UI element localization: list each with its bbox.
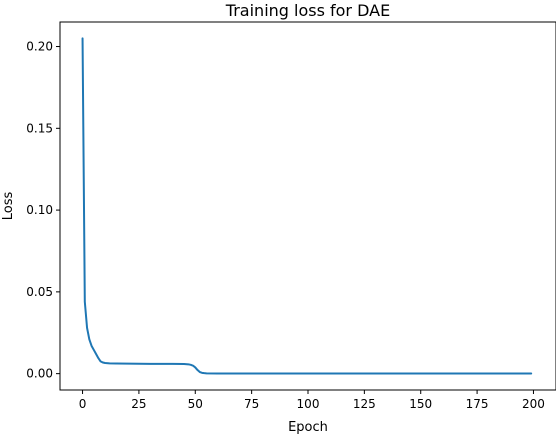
x-axis-title: Epoch — [288, 420, 328, 435]
loss-series-line — [81, 37, 533, 375]
plot-frame — [59, 21, 556, 391]
y-tick-label: 0.10 — [26, 203, 53, 217]
x-axis: 0 25 50 75 100 125 150 175 200 — [79, 390, 545, 411]
x-tick-label: 175 — [466, 397, 489, 411]
x-tick-label: 25 — [131, 397, 146, 411]
y-tick-label: 0.15 — [26, 121, 53, 135]
chart-title: Training loss for DAE — [225, 1, 390, 20]
x-tick-label: 0 — [79, 397, 87, 411]
x-tick-label: 200 — [522, 397, 545, 411]
y-axis: 0.00 0.05 0.10 0.15 0.20 — [26, 40, 60, 381]
y-axis-title: Loss — [1, 192, 16, 221]
plot-area — [81, 37, 533, 375]
y-tick-label: 0.20 — [26, 40, 53, 54]
y-tick-label: 0.00 — [26, 367, 53, 381]
x-tick-label: 50 — [188, 397, 203, 411]
y-tick-label: 0.05 — [26, 285, 53, 299]
x-tick-label: 125 — [353, 397, 376, 411]
x-tick-label: 150 — [409, 397, 432, 411]
x-tick-label: 75 — [244, 397, 259, 411]
x-tick-label: 100 — [297, 397, 320, 411]
